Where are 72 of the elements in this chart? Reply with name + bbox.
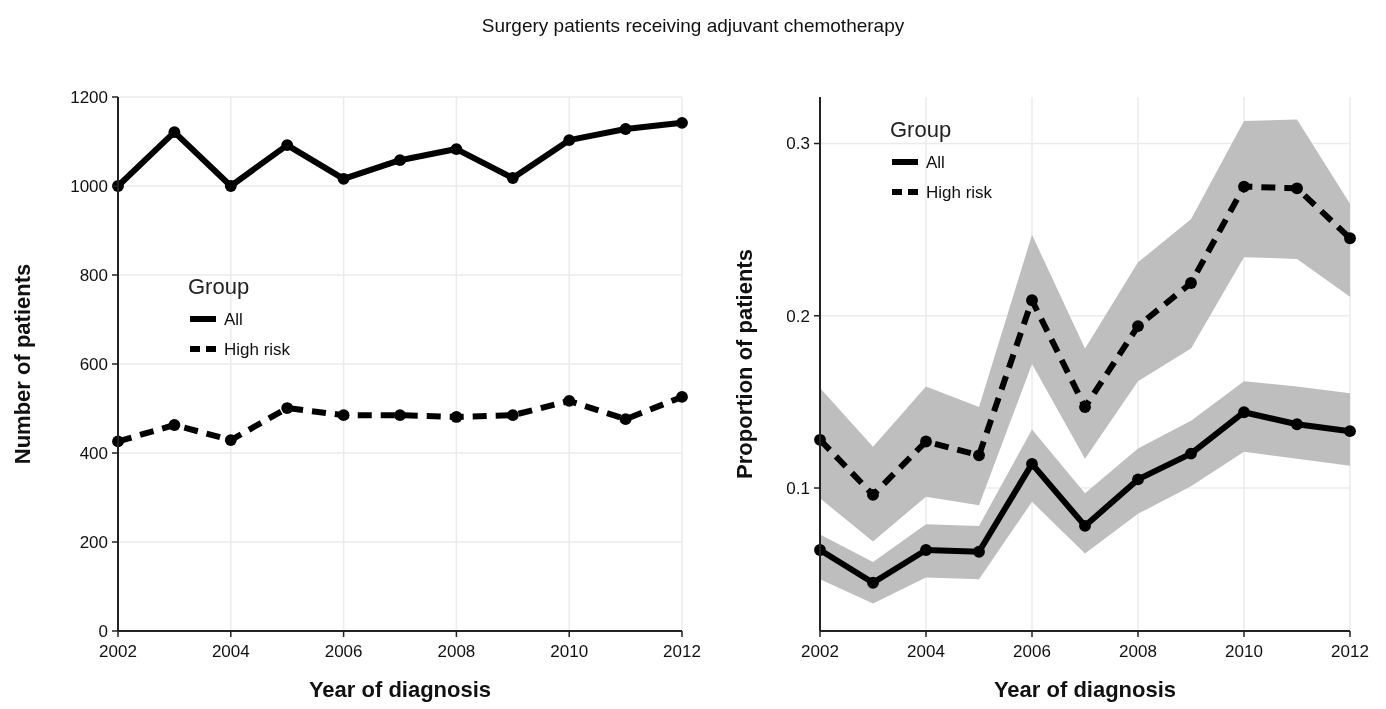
- x-tick-label: 2006: [1013, 642, 1051, 661]
- point: [1344, 232, 1356, 245]
- point: [1026, 458, 1038, 470]
- x-axis-title: Year of diagnosis: [308, 677, 492, 702]
- point: [337, 172, 350, 185]
- point: [920, 435, 932, 448]
- y-tick-label: 1000: [70, 176, 108, 196]
- y-tick-label: 400: [79, 443, 108, 463]
- x-tick-label: 2010: [550, 642, 589, 661]
- point: [1344, 425, 1356, 438]
- point: [1132, 320, 1144, 333]
- x-tick-label: 2008: [437, 642, 476, 661]
- point: [867, 576, 879, 589]
- point: [867, 489, 879, 501]
- point: [619, 413, 632, 426]
- x-axis-title: Year of diagnosis: [993, 677, 1177, 702]
- point: [1079, 520, 1091, 532]
- point: [1185, 447, 1197, 460]
- y-tick-label: 1200: [70, 87, 108, 107]
- y-axis-title: Number of patients: [10, 263, 35, 465]
- point: [1238, 406, 1250, 419]
- point: [168, 126, 181, 139]
- point: [1238, 180, 1250, 193]
- point: [450, 411, 463, 423]
- point: [281, 139, 294, 151]
- y-tick-label: 0.1: [786, 478, 810, 498]
- y-tick-label: 200: [79, 532, 108, 552]
- y-tick-label: 0: [98, 621, 108, 641]
- y-tick-label: 0.3: [786, 134, 810, 154]
- x-tick-label: 2002: [801, 642, 839, 661]
- point: [619, 123, 632, 135]
- x-tick-label: 2002: [99, 642, 137, 661]
- point: [920, 544, 932, 556]
- point: [1291, 182, 1303, 195]
- legend-label: High risk: [926, 183, 993, 202]
- legend-label: All: [224, 310, 243, 329]
- legend-label: High risk: [224, 340, 291, 359]
- point: [168, 419, 181, 431]
- point: [281, 402, 294, 414]
- chart-title: Surgery patients receiving adjuvant chemotherapy: [481, 15, 905, 36]
- point: [676, 391, 688, 403]
- point: [676, 116, 688, 129]
- point: [394, 154, 406, 167]
- x-tick-label: 2004: [907, 642, 945, 661]
- point: [394, 409, 406, 422]
- point: [1291, 418, 1303, 431]
- y-tick-label: 600: [79, 354, 108, 374]
- point: [450, 143, 463, 155]
- point: [973, 545, 985, 558]
- legend-label: All: [926, 153, 945, 172]
- x-tick-label: 2010: [1225, 642, 1263, 661]
- legend-title: Group: [188, 274, 250, 299]
- point: [1185, 277, 1197, 289]
- y-tick-label: 800: [79, 265, 108, 285]
- y-axis-title: Proportion of patients: [732, 249, 757, 479]
- point: [506, 409, 519, 422]
- point: [1132, 473, 1144, 486]
- legend-title: Group: [890, 117, 952, 142]
- point: [224, 180, 237, 192]
- point: [337, 409, 350, 422]
- x-tick-label: 2006: [324, 642, 363, 661]
- point: [973, 449, 985, 462]
- point: [1026, 294, 1038, 307]
- point: [563, 134, 576, 147]
- point: [506, 172, 519, 184]
- y-tick-label: 0.2: [786, 306, 810, 326]
- x-tick-label: 2008: [1119, 642, 1157, 661]
- point: [224, 434, 237, 446]
- x-tick-label: 2012: [663, 642, 701, 661]
- point: [563, 395, 576, 407]
- x-tick-label: 2004: [211, 642, 250, 661]
- x-tick-label: 2012: [1331, 642, 1369, 661]
